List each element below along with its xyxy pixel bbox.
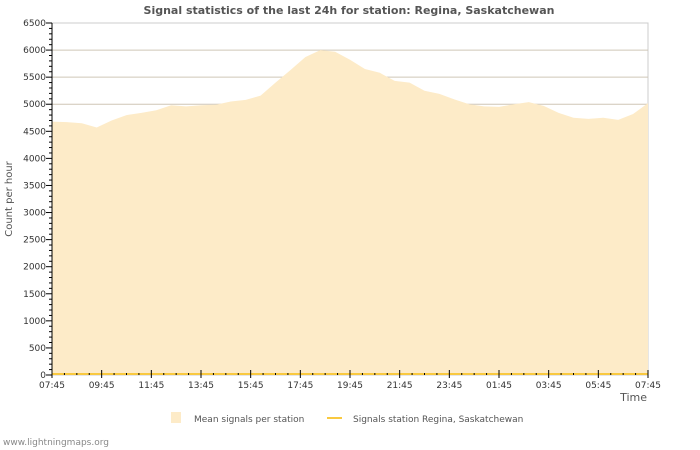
legend-label-mean: Mean signals per station <box>194 415 304 425</box>
y-tick-label: 1500 <box>23 290 46 300</box>
x-tick-label: 01:45 <box>486 381 512 391</box>
x-tick-label: 11:45 <box>138 381 164 391</box>
legend-swatch-station <box>327 417 342 419</box>
x-tick-label: 07:45 <box>39 381 65 391</box>
x-tick-label: 17:45 <box>287 381 313 391</box>
x-tick-label: 05:45 <box>585 381 611 391</box>
y-tick-label: 3000 <box>23 209 46 219</box>
x-axis-label: Time <box>619 391 647 404</box>
y-axis-label: Count per hour <box>4 160 15 236</box>
marks <box>52 50 648 375</box>
legend-label-station: Signals station Regina, Saskatchewan <box>353 415 523 425</box>
x-tick-label: 19:45 <box>337 381 363 391</box>
mean-signals-area <box>52 50 648 375</box>
x-tick-label: 15:45 <box>238 381 264 391</box>
y-tick-label: 6500 <box>23 19 46 29</box>
x-tick-label: 03:45 <box>536 381 562 391</box>
y-tick-label: 4500 <box>23 127 46 137</box>
credit-link[interactable]: www.lightningmaps.org <box>3 438 109 448</box>
axes: 0 500 1000 1500 2000 2500 3000 3500 4000 4500 5000… <box>23 19 661 391</box>
legend-swatch-mean <box>171 412 181 423</box>
x-tick-label: 09:45 <box>89 381 115 391</box>
legend: Mean signals per station Signals station… <box>171 412 523 425</box>
y-tick-label: 2500 <box>23 236 46 246</box>
x-tick-label: 23:45 <box>436 381 462 391</box>
y-tick-label: 500 <box>29 344 46 354</box>
chart-title: Signal statistics of the last 24h for st… <box>144 4 555 17</box>
y-tick-label: 6000 <box>23 46 46 56</box>
x-tick-label: 21:45 <box>387 381 413 391</box>
y-tick-label: 5000 <box>23 100 46 110</box>
y-tick-label: 2000 <box>23 263 46 273</box>
x-tick-label: 13:45 <box>188 381 214 391</box>
x-tick-label: 07:45 <box>635 381 661 391</box>
y-tick-label: 5500 <box>23 73 46 83</box>
y-tick-label: 1000 <box>23 317 46 327</box>
y-tick-label: 3500 <box>23 181 46 191</box>
y-tick-label: 0 <box>40 371 46 381</box>
y-tick-label: 4000 <box>23 154 46 164</box>
